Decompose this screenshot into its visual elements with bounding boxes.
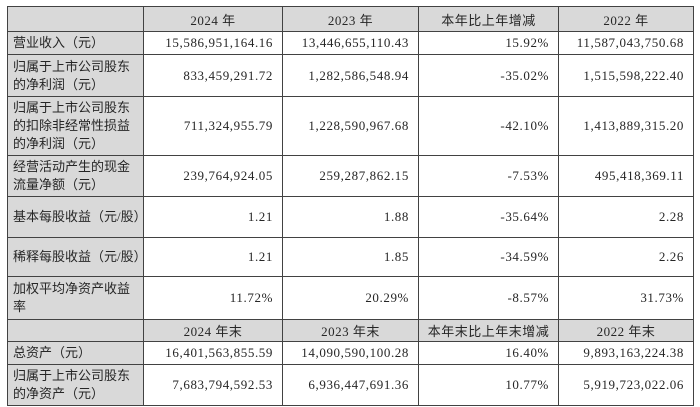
- cell-value-2023: 1,228,590,967.68: [282, 96, 419, 156]
- cell-value-change: -34.59%: [418, 237, 559, 277]
- row-label: 归属于上市公司股东的扣除非经常性损益的净利润（元）: [7, 96, 144, 156]
- table-row-revenue: 营业收入（元） 15,586,951,164.16 13,446,655,110…: [7, 31, 694, 55]
- cell-value-2023: 6,936,447,691.36: [282, 364, 419, 406]
- cell-value-2023: 14,090,590,100.28: [282, 341, 419, 365]
- cell-value-2023: 13,446,655,110.43: [282, 31, 419, 55]
- cell-value-2022: 11,587,043,750.68: [558, 31, 694, 55]
- cell-value-change: 15.92%: [418, 31, 559, 55]
- col-header-2022: 2022 年: [558, 6, 694, 32]
- cell-value-2024: 7,683,794,592.53: [143, 364, 283, 406]
- cell-value-change: -35.64%: [418, 196, 559, 238]
- cell-value-2022: 495,418,369.11: [558, 155, 694, 197]
- table-header-row-annual: 2024 年 2023 年 本年比上年增减 2022 年: [7, 6, 694, 32]
- row-label: 归属于上市公司股东的净资产（元）: [7, 364, 144, 406]
- table-row-diluted-eps: 稀释每股收益（元/股） 1.21 1.85 -34.59% 2.26: [7, 237, 694, 277]
- cell-value-change: -35.02%: [418, 54, 559, 97]
- row-label: 归属于上市公司股东的净利润（元）: [7, 54, 144, 97]
- cell-value-2023: 1,282,586,548.94: [282, 54, 419, 97]
- row-label: 总资产（元）: [7, 341, 144, 365]
- cell-value-2022: 5,919,723,022.06: [558, 364, 694, 406]
- header-blank-cell: [7, 319, 144, 342]
- cell-value-2024: 239,764,924.05: [143, 155, 283, 197]
- cell-value-change: 16.40%: [418, 341, 559, 365]
- cell-value-2022: 1,413,889,315.20: [558, 96, 694, 156]
- table-header-row-yearend: 2024 年末 2023 年末 本年末比上年末增减 2022 年末: [7, 319, 694, 342]
- row-label: 营业收入（元）: [7, 31, 144, 55]
- cell-value-2022: 1,515,598,222.40: [558, 54, 694, 97]
- cell-value-change: -7.53%: [418, 155, 559, 197]
- cell-value-2023: 20.29%: [282, 276, 419, 320]
- cell-value-2023: 1.88: [282, 196, 419, 238]
- col-header-2024-yearend: 2024 年末: [143, 319, 283, 342]
- row-label: 稀释每股收益（元/股）: [7, 237, 144, 277]
- col-header-2022-yearend: 2022 年末: [558, 319, 694, 342]
- cell-value-2024: 11.72%: [143, 276, 283, 320]
- financial-summary-table: 2024 年 2023 年 本年比上年增减 2022 年 营业收入（元） 15,…: [7, 6, 694, 406]
- cell-value-2024: 16,401,563,855.59: [143, 341, 283, 365]
- table-row-total-assets: 总资产（元） 16,401,563,855.59 14,090,590,100.…: [7, 341, 694, 365]
- cell-value-2022: 31.73%: [558, 276, 694, 320]
- table-row-net-profit-excl-nonrecurring: 归属于上市公司股东的扣除非经常性损益的净利润（元） 711,324,955.79…: [7, 96, 694, 156]
- header-blank-cell: [7, 6, 144, 32]
- cell-value-2022: 2.26: [558, 237, 694, 277]
- cell-value-2024: 711,324,955.79: [143, 96, 283, 156]
- cell-value-2024: 15,586,951,164.16: [143, 31, 283, 55]
- table-row-net-assets: 归属于上市公司股东的净资产（元） 7,683,794,592.53 6,936,…: [7, 364, 694, 406]
- cell-value-2024: 833,459,291.72: [143, 54, 283, 97]
- col-header-yearend-change: 本年末比上年末增减: [418, 319, 559, 342]
- cell-value-2024: 1.21: [143, 237, 283, 277]
- row-label: 基本每股收益（元/股）: [7, 196, 144, 238]
- cell-value-2022: 2.28: [558, 196, 694, 238]
- cell-value-2024: 1.21: [143, 196, 283, 238]
- cell-value-2023: 1.85: [282, 237, 419, 277]
- table-row-basic-eps: 基本每股收益（元/股） 1.21 1.88 -35.64% 2.28: [7, 196, 694, 238]
- cell-value-2022: 9,893,163,224.38: [558, 341, 694, 365]
- cell-value-change: -42.10%: [418, 96, 559, 156]
- cell-value-change: -8.57%: [418, 276, 559, 320]
- row-label: 加权平均净资产收益率: [7, 276, 144, 320]
- table-row-operating-cash-flow: 经营活动产生的现金流量净额（元） 239,764,924.05 259,287,…: [7, 155, 694, 197]
- cell-value-change: 10.77%: [418, 364, 559, 406]
- table-row-weighted-avg-roe: 加权平均净资产收益率 11.72% 20.29% -8.57% 31.73%: [7, 276, 694, 320]
- row-label: 经营活动产生的现金流量净额（元）: [7, 155, 144, 197]
- cell-value-2023: 259,287,862.15: [282, 155, 419, 197]
- table-row-net-profit: 归属于上市公司股东的净利润（元） 833,459,291.72 1,282,58…: [7, 54, 694, 97]
- col-header-2023-yearend: 2023 年末: [282, 319, 419, 342]
- col-header-2024: 2024 年: [143, 6, 283, 32]
- col-header-2023: 2023 年: [282, 6, 419, 32]
- col-header-yoy-change: 本年比上年增减: [418, 6, 559, 32]
